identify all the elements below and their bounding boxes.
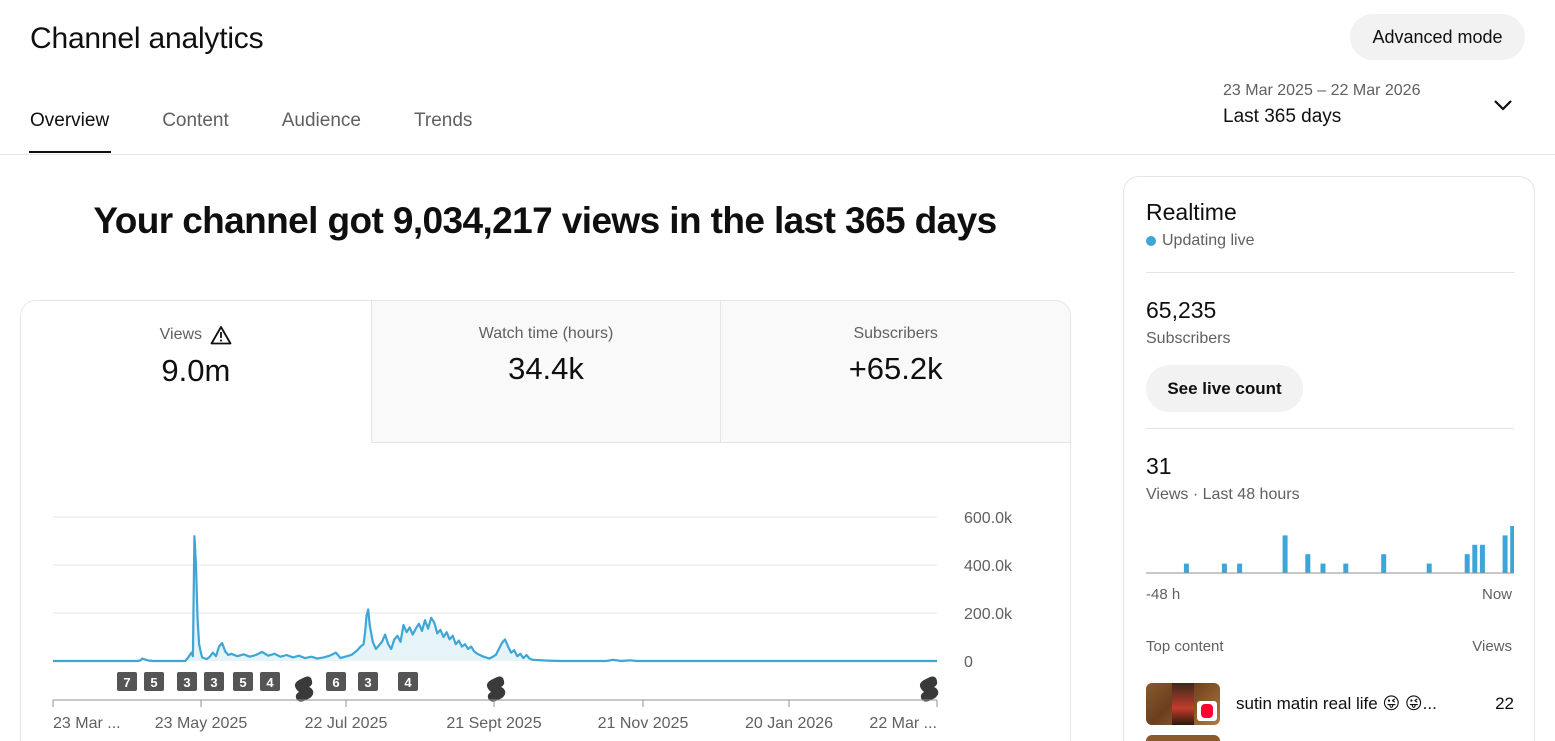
date-range-label: Last 365 days xyxy=(1223,106,1342,127)
x-tick-label: 22 Jul 2025 xyxy=(305,715,388,732)
top-content-views-heading: Views xyxy=(1472,638,1512,655)
metric-tab-views[interactable]: Views 9.0m xyxy=(21,301,371,443)
metric-tab-subscribers[interactable]: Subscribers +65.2k xyxy=(720,301,1070,443)
realtime-axis-end: Now xyxy=(1481,586,1512,603)
upload-marker-count: 4 xyxy=(266,675,274,690)
upload-marker-count: 5 xyxy=(239,675,246,690)
realtime-bar xyxy=(1381,554,1387,573)
x-tick-label: 23 Mar ... xyxy=(53,715,121,732)
upload-marker xyxy=(326,672,346,691)
top-content-heading: Top content xyxy=(1146,638,1224,655)
upload-marker-count: 3 xyxy=(183,675,190,690)
shorts-icon xyxy=(1197,701,1217,721)
tab-bar: Overview Content Audience Trends xyxy=(28,110,525,155)
x-tick-label: 20 Jan 2026 xyxy=(745,715,833,732)
see-live-count-button[interactable]: See live count xyxy=(1146,365,1303,412)
realtime-divider xyxy=(1146,428,1514,429)
upload-marker-count: 3 xyxy=(364,675,371,690)
header-divider xyxy=(0,154,1555,155)
top-content-title[interactable]: sutin matin real life 😜 😜... xyxy=(1236,694,1437,713)
realtime-panel: Realtime Updating live 65,235 Subscriber… xyxy=(1123,176,1535,741)
y-tick-label: 600.0k xyxy=(964,510,1013,527)
upload-marker-count: 3 xyxy=(210,675,217,690)
upload-marker xyxy=(204,672,224,691)
subscriber-label: Subscribers xyxy=(1146,330,1231,347)
video-thumbnail[interactable] xyxy=(1146,683,1220,725)
metrics-card: Views 9.0m Watch time (hours) 34.4k Subs… xyxy=(20,300,1071,741)
realtime-bar xyxy=(1183,563,1189,573)
realtime-axis-start: -48 h xyxy=(1146,586,1181,603)
upload-marker xyxy=(233,672,253,691)
tab-trends[interactable]: Trends xyxy=(413,110,473,131)
realtime-bar xyxy=(1472,544,1478,573)
realtime-bar xyxy=(1305,554,1311,573)
realtime-divider xyxy=(1146,272,1514,273)
series-area xyxy=(53,536,937,661)
views-chart[interactable]: 600.0k 400.0k 200.0k 0 7 5 3 3 5 4 6 3 4 23 Mar ... 23… xyxy=(21,443,1071,741)
date-range-text: 23 Mar 2025 – 22 Mar 2026 xyxy=(1223,82,1421,99)
date-range-picker[interactable]: 23 Mar 2025 – 22 Mar 2026 Last 365 days xyxy=(1223,82,1523,132)
upload-marker-count: 7 xyxy=(123,675,130,690)
realtime-bar xyxy=(1510,526,1514,573)
shorts-marker-icon xyxy=(486,676,506,702)
realtime-bar xyxy=(1479,544,1485,573)
upload-marker xyxy=(358,672,378,691)
metric-value-views: 9.0m xyxy=(161,353,231,388)
upload-marker-count: 6 xyxy=(332,675,339,690)
upload-marker xyxy=(260,672,280,691)
metric-value-watch-time: 34.4k xyxy=(508,351,584,386)
warning-icon[interactable] xyxy=(210,325,232,345)
x-tick-label: 23 May 2025 xyxy=(155,715,248,732)
tab-content[interactable]: Content xyxy=(162,110,229,131)
upload-marker-count: 4 xyxy=(404,675,412,690)
realtime-bar xyxy=(1426,563,1432,573)
page-title: Channel analytics xyxy=(30,22,264,55)
realtime-views-count: 31 xyxy=(1146,453,1172,479)
top-content-item[interactable]: sutin matin real life 😜 😜... 22 xyxy=(1146,683,1514,727)
realtime-bar xyxy=(1343,563,1349,573)
upload-marker xyxy=(144,672,164,691)
y-tick-label: 0 xyxy=(964,654,973,671)
chevron-down-icon[interactable] xyxy=(1493,98,1513,112)
realtime-bar xyxy=(1320,563,1326,573)
upload-marker xyxy=(117,672,137,691)
series-line xyxy=(53,535,937,663)
realtime-bar xyxy=(1221,563,1227,573)
metric-label-views: Views xyxy=(159,326,203,343)
views-headline: Your channel got 9,034,217 views in the … xyxy=(93,200,997,241)
y-tick-label: 200.0k xyxy=(964,606,1013,623)
realtime-bar xyxy=(1502,535,1508,573)
metric-label-watch-time: Watch time (hours) xyxy=(478,325,614,342)
upload-marker-count: 5 xyxy=(150,675,157,690)
realtime-bar xyxy=(1237,563,1243,573)
metric-label-subscribers: Subscribers xyxy=(853,325,938,342)
upload-marker xyxy=(177,672,197,691)
advanced-mode-button[interactable]: Advanced mode xyxy=(1350,14,1525,60)
realtime-bar xyxy=(1282,535,1288,573)
shorts-marker-icon xyxy=(919,676,939,702)
metric-value-subscribers: +65.2k xyxy=(848,351,943,386)
realtime-views-chart[interactable] xyxy=(1146,517,1514,577)
realtime-views-label: Views · Last 48 hours xyxy=(1146,486,1300,503)
realtime-bar xyxy=(1464,554,1470,573)
tab-overview[interactable]: Overview xyxy=(28,110,112,153)
live-status: Updating live xyxy=(1146,232,1255,250)
shorts-marker-icon xyxy=(294,676,314,702)
x-tick-label: 22 Mar ... xyxy=(869,715,937,732)
y-tick-label: 400.0k xyxy=(964,558,1013,575)
tab-audience[interactable]: Audience xyxy=(281,110,361,131)
realtime-title: Realtime xyxy=(1146,199,1237,225)
upload-marker xyxy=(398,672,418,691)
subscriber-count: 65,235 xyxy=(1146,297,1217,323)
x-tick-label: 21 Nov 2025 xyxy=(598,715,689,732)
x-tick-label: 21 Sept 2025 xyxy=(446,715,541,732)
live-dot-icon xyxy=(1146,236,1156,246)
metric-tab-watch-time[interactable]: Watch time (hours) 34.4k xyxy=(370,301,721,443)
video-thumbnail[interactable] xyxy=(1146,735,1220,741)
top-content-views: 22 xyxy=(1495,694,1514,713)
live-status-text: Updating live xyxy=(1162,232,1255,249)
